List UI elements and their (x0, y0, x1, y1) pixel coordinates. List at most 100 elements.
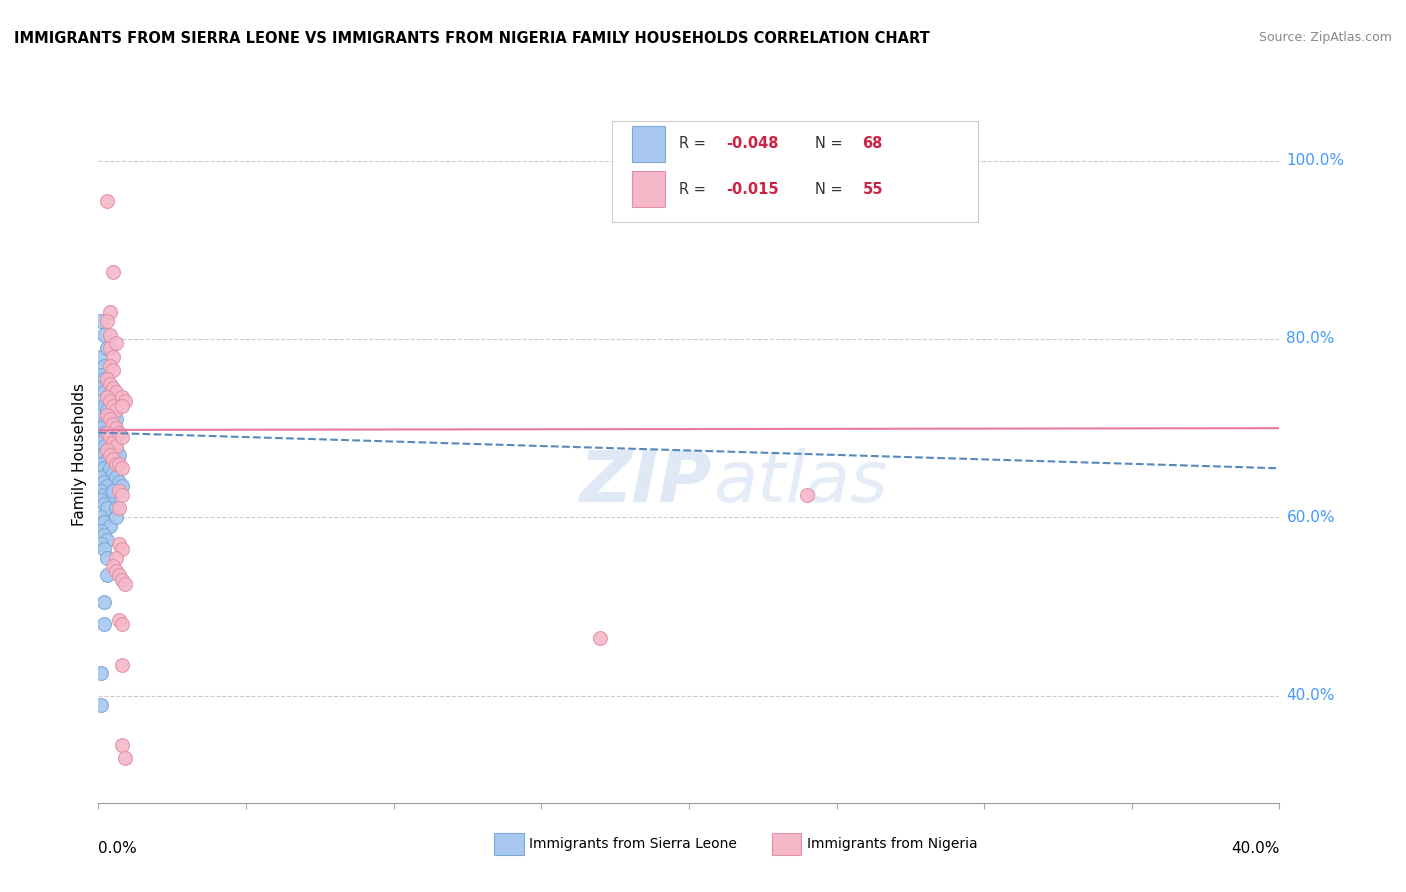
Point (96, 421, 118, 435)
Point (103, 381, 125, 395)
Point (98, 341, 121, 355)
Point (105, 457, 128, 471)
Point (108, 568, 131, 582)
Text: 40.0%: 40.0% (1286, 689, 1334, 703)
FancyBboxPatch shape (633, 126, 665, 162)
Point (98, 327, 121, 342)
Point (108, 425, 131, 440)
Point (90, 492, 112, 507)
Text: 68: 68 (862, 136, 883, 152)
Point (96, 533, 118, 547)
Point (98, 488, 121, 502)
Text: -0.015: -0.015 (727, 181, 779, 196)
Point (105, 421, 128, 435)
Point (90, 350, 112, 364)
Point (93, 515, 115, 529)
Point (96, 550, 118, 565)
Point (103, 466, 125, 480)
Point (111, 617, 134, 632)
Point (111, 461, 134, 475)
Text: 60.0%: 60.0% (1286, 510, 1334, 524)
Point (96, 408, 118, 422)
Point (93, 439, 115, 453)
Text: R =: R = (679, 181, 711, 196)
Point (103, 434, 125, 449)
Point (103, 439, 125, 453)
Point (93, 488, 115, 502)
Point (96, 314, 118, 328)
Point (96, 425, 118, 440)
Point (90, 666, 112, 681)
Point (90, 524, 112, 538)
Point (105, 510, 128, 524)
Point (111, 479, 134, 493)
FancyBboxPatch shape (612, 121, 979, 222)
Point (90, 394, 112, 409)
Point (96, 430, 118, 444)
Point (93, 541, 115, 556)
Point (90, 412, 112, 426)
Point (96, 443, 118, 458)
Point (111, 488, 134, 502)
Point (93, 372, 115, 386)
Point (114, 751, 136, 765)
Point (103, 363, 125, 377)
Point (96, 466, 118, 480)
Point (90, 483, 112, 498)
Point (93, 497, 115, 511)
Point (111, 657, 134, 672)
Point (90, 421, 112, 435)
Point (103, 399, 125, 413)
Point (103, 417, 125, 431)
Point (96, 390, 118, 404)
Point (111, 430, 134, 444)
Point (111, 541, 134, 556)
Text: N =: N = (815, 181, 848, 196)
Point (103, 408, 125, 422)
Point (93, 425, 115, 440)
Point (93, 399, 115, 413)
Point (105, 403, 128, 417)
Point (98, 359, 121, 373)
Text: 40.0%: 40.0% (1232, 841, 1279, 856)
Point (96, 501, 118, 516)
Point (90, 510, 112, 524)
Point (103, 403, 125, 417)
Text: atlas: atlas (713, 449, 887, 517)
Point (93, 475, 115, 489)
Point (96, 443, 118, 458)
Point (111, 738, 134, 752)
Point (96, 568, 118, 582)
Point (98, 305, 121, 319)
Point (105, 550, 128, 565)
Point (108, 537, 131, 551)
Point (96, 452, 118, 467)
Text: 100.0%: 100.0% (1286, 153, 1344, 168)
Point (98, 430, 121, 444)
Text: Immigrants from Sierra Leone: Immigrants from Sierra Leone (530, 837, 737, 851)
Point (90, 434, 112, 449)
Point (105, 564, 128, 578)
Point (796, 488, 818, 502)
Point (96, 341, 118, 355)
Text: IMMIGRANTS FROM SIERRA LEONE VS IMMIGRANTS FROM NIGERIA FAMILY HOUSEHOLDS CORREL: IMMIGRANTS FROM SIERRA LEONE VS IMMIGRAN… (14, 31, 929, 46)
Point (96, 376, 118, 391)
Point (105, 501, 128, 516)
FancyBboxPatch shape (633, 171, 665, 207)
Point (108, 613, 131, 627)
Text: 80.0%: 80.0% (1286, 332, 1334, 346)
Point (103, 350, 125, 364)
Point (90, 448, 112, 462)
Point (96, 479, 118, 493)
Point (93, 461, 115, 475)
Point (105, 385, 128, 400)
Point (93, 448, 115, 462)
Point (90, 698, 112, 712)
Text: Source: ZipAtlas.com: Source: ZipAtlas.com (1258, 31, 1392, 45)
Point (98, 408, 121, 422)
FancyBboxPatch shape (494, 833, 523, 855)
Point (108, 457, 131, 471)
Point (90, 470, 112, 484)
Point (98, 448, 121, 462)
Point (96, 194, 118, 208)
